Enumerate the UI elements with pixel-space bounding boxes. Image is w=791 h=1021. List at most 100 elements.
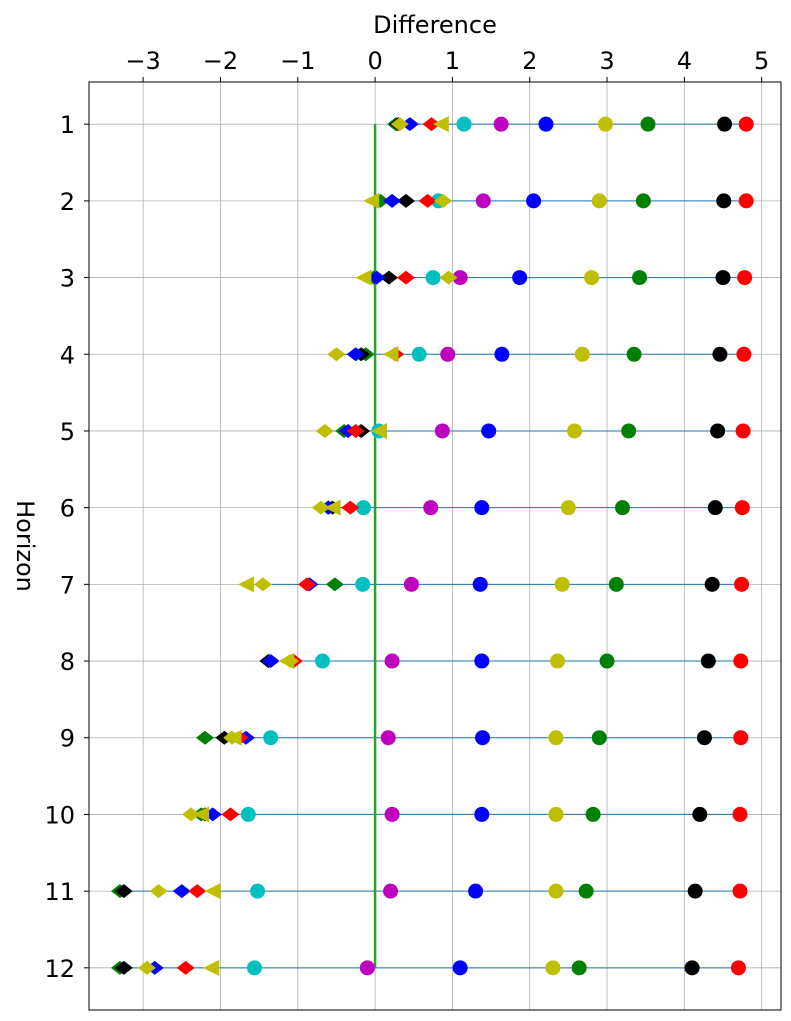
green-circle-point	[621, 423, 637, 439]
blue-diamond-point	[261, 654, 280, 669]
blue-diamond-point	[172, 884, 191, 899]
black-diamond-point	[379, 270, 398, 285]
green-circle-point	[640, 116, 656, 132]
magenta-circle-point	[380, 730, 396, 746]
blue-circle-point	[468, 883, 484, 899]
red-circle-point	[732, 883, 748, 899]
red-diamond-point	[346, 423, 365, 438]
black-circle-point	[716, 193, 732, 209]
yellow-circle-point	[554, 576, 570, 592]
blue-circle-point	[474, 806, 490, 822]
cyan-circle-point	[355, 576, 371, 592]
red-diamond-point	[298, 577, 317, 592]
yellow-circle-point	[545, 960, 561, 976]
cyan-circle-point	[240, 806, 256, 822]
cyan-circle-point	[263, 730, 279, 746]
green-circle-point	[585, 806, 601, 822]
data-markers	[110, 116, 754, 976]
black-circle-point	[700, 653, 716, 669]
magenta-circle-point	[434, 423, 450, 439]
red-circle-point	[733, 730, 749, 746]
black-circle-point	[704, 576, 720, 592]
y-tick-label: 5	[60, 418, 75, 446]
blue-circle-point	[481, 423, 497, 439]
yellow-diamond-point	[327, 347, 346, 362]
yellow-triangle-point	[370, 422, 387, 439]
yellow-diamond-point	[253, 577, 272, 592]
y-tick-label: 8	[60, 648, 75, 676]
yellow-triangle-point	[278, 653, 295, 670]
x-tick-label: 0	[367, 47, 382, 75]
red-diamond-point	[422, 117, 441, 132]
yellow-circle-point	[548, 730, 564, 746]
yellow-triangle-point	[382, 346, 399, 363]
red-circle-point	[733, 653, 749, 669]
cyan-circle-point	[315, 653, 331, 669]
red-circle-point	[738, 116, 754, 132]
red-circle-point	[730, 960, 746, 976]
blue-circle-point	[474, 500, 490, 516]
yellow-circle-point	[567, 423, 583, 439]
magenta-circle-point	[359, 960, 375, 976]
y-tick-label: 6	[60, 495, 75, 523]
x-tick-label: −3	[125, 47, 160, 75]
black-circle-point	[684, 960, 700, 976]
green-circle-point	[632, 270, 648, 286]
yellow-circle-point	[597, 116, 613, 132]
cyan-circle-point	[411, 346, 427, 362]
blue-circle-point	[474, 653, 490, 669]
black-circle-point	[707, 500, 723, 516]
red-diamond-point	[341, 500, 360, 515]
y-tick-label: 1	[60, 111, 75, 139]
magenta-circle-point	[493, 116, 509, 132]
red-circle-point	[734, 500, 750, 516]
x-tick-label: 5	[754, 47, 769, 75]
green-circle-point	[599, 653, 615, 669]
x-tick-label: −2	[203, 47, 238, 75]
blue-diamond-point	[383, 193, 402, 208]
x-tick-label: 2	[522, 47, 537, 75]
cyan-circle-point	[250, 883, 266, 899]
red-circle-point	[736, 346, 752, 362]
y-tick-label: 3	[60, 265, 75, 293]
blue-diamond-point	[346, 347, 365, 362]
y-tick-label: 10	[44, 801, 75, 829]
yellow-triangle-point	[204, 883, 221, 900]
black-diamond-point	[397, 193, 416, 208]
yellow-circle-point	[548, 883, 564, 899]
red-circle-point	[735, 423, 751, 439]
yellow-diamond-point	[311, 500, 330, 515]
blue-circle-point	[512, 270, 528, 286]
yellow-diamond-point	[315, 423, 334, 438]
blue-circle-point	[538, 116, 554, 132]
black-circle-point	[710, 423, 726, 439]
blue-circle-point	[494, 346, 510, 362]
red-circle-point	[734, 576, 750, 592]
black-circle-point	[712, 346, 728, 362]
cyan-circle-point	[425, 270, 441, 286]
red-diamond-point	[221, 807, 240, 822]
magenta-circle-point	[475, 193, 491, 209]
y-tick-label: 7	[60, 571, 75, 599]
black-diamond-point	[114, 960, 133, 975]
magenta-circle-point	[383, 883, 399, 899]
y-tick-label: 9	[60, 725, 75, 753]
yellow-circle-point	[584, 270, 600, 286]
yellow-triangle-point	[193, 806, 210, 823]
yellow-triangle-point	[363, 192, 380, 209]
blue-diamond-point	[367, 270, 386, 285]
yellow-circle-point	[560, 500, 576, 516]
yellow-circle-point	[574, 346, 590, 362]
yellow-triangle-point	[324, 499, 341, 516]
yellow-circle-point	[550, 653, 566, 669]
blue-circle-point	[472, 576, 488, 592]
green-circle-point	[635, 193, 651, 209]
black-diamond-point	[114, 884, 133, 899]
magenta-circle-point	[384, 653, 400, 669]
yellow-triangle-point	[432, 116, 449, 133]
green-circle-point	[591, 730, 607, 746]
blue-circle-point	[526, 193, 542, 209]
red-diamond-point	[418, 193, 437, 208]
